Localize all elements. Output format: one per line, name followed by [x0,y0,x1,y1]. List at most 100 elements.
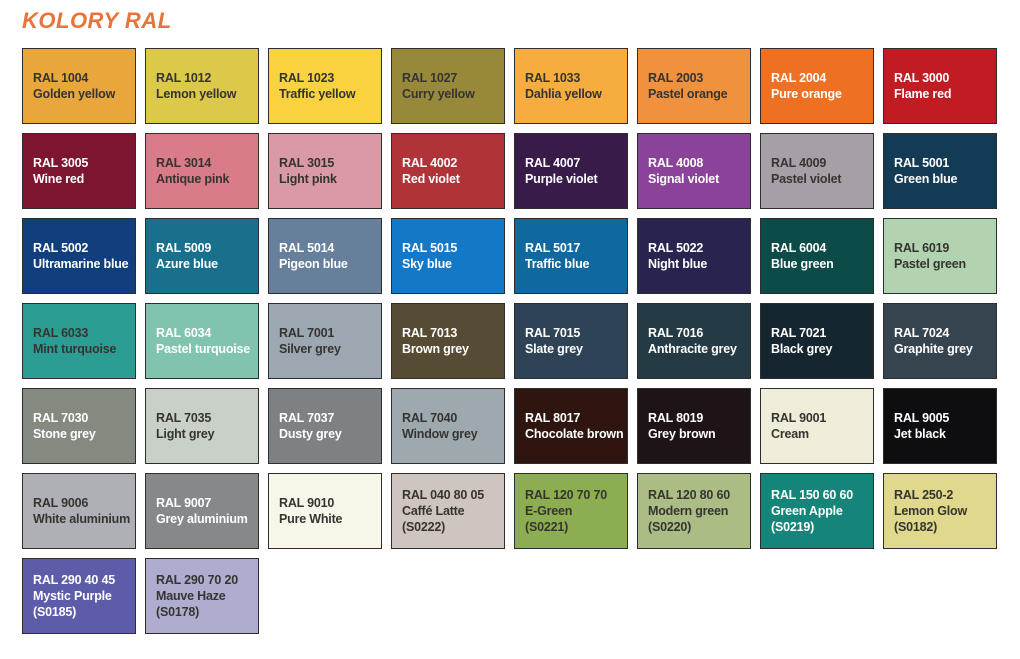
swatch-variant-code: (S0182) [894,520,938,534]
swatch-name: Anthracite grey [648,342,737,356]
swatch-text: RAL 120 80 60 Modern green (S0220) [648,487,730,535]
swatch-text: RAL 4008 Signal violet [648,155,719,187]
color-swatch: RAL 7035 Light grey [145,388,259,464]
swatch-code: RAL 3014 [156,156,212,170]
swatch-code: RAL 1027 [402,71,458,85]
swatch-variant-code: (S0221) [525,520,569,534]
swatch-text: RAL 150 60 60 Green Apple (S0219) [771,487,853,535]
swatch-name: Window grey [402,427,478,441]
swatch-text: RAL 3000 Flame red [894,70,951,102]
color-swatch: RAL 4008 Signal violet [637,133,751,209]
swatch-code: RAL 9006 [33,496,89,510]
swatch-text: RAL 6004 Blue green [771,240,834,272]
swatch-name: Dusty grey [279,427,342,441]
swatch-name: Mauve Haze [156,589,226,603]
swatch-text: RAL 7001 Silver grey [279,325,341,357]
swatch-name: Mystic Purple [33,589,112,603]
color-swatch: RAL 5017 Traffic blue [514,218,628,294]
swatch-text: RAL 5022 Night blue [648,240,707,272]
color-swatch: RAL 6033 Mint turquoise [22,303,136,379]
color-swatch: RAL 1023 Traffic yellow [268,48,382,124]
swatch-name: Pure White [279,512,343,526]
swatch-code: RAL 290 70 20 [156,573,238,587]
swatch-code: RAL 8017 [525,411,581,425]
page-title: KOLORY RAL [22,8,172,33]
swatch-text: RAL 8019 Grey brown [648,410,716,442]
swatch-code: RAL 1033 [525,71,581,85]
color-swatch: RAL 9007 Grey aluminium [145,473,259,549]
color-swatch: RAL 150 60 60 Green Apple (S0219) [760,473,874,549]
color-swatch: RAL 290 40 45 Mystic Purple (S0185) [22,558,136,634]
swatch-text: RAL 9010 Pure White [279,495,342,527]
swatch-code: RAL 250-2 [894,488,954,502]
color-swatch: RAL 1033 Dahlia yellow [514,48,628,124]
swatch-code: RAL 4002 [402,156,458,170]
swatch-code: RAL 5001 [894,156,950,170]
swatch-code: RAL 1012 [156,71,212,85]
color-swatch: RAL 4002 Red violet [391,133,505,209]
color-swatch: RAL 6034 Pastel turquoise [145,303,259,379]
swatch-code: RAL 1004 [33,71,89,85]
swatch-code: RAL 3000 [894,71,950,85]
color-swatch: RAL 1012 Lemon yellow [145,48,259,124]
swatch-code: RAL 4009 [771,156,827,170]
swatch-text: RAL 9006 White aluminium [33,495,130,527]
swatch-name: Pastel green [894,257,966,271]
swatch-code: RAL 5017 [525,241,581,255]
color-swatch: RAL 7040 Window grey [391,388,505,464]
swatch-code: RAL 5015 [402,241,458,255]
swatch-name: Chocolate brown [525,427,624,441]
color-swatch: RAL 9001 Cream [760,388,874,464]
swatch-code: RAL 2003 [648,71,704,85]
swatch-name: Stone grey [33,427,96,441]
color-swatch: RAL 5002 Ultramarine blue [22,218,136,294]
swatch-name: Green blue [894,172,958,186]
color-swatch: RAL 5015 Sky blue [391,218,505,294]
swatch-name: Antique pink [156,172,230,186]
swatch-text: RAL 6034 Pastel turquoise [156,325,250,357]
swatch-text: RAL 6019 Pastel green [894,240,966,272]
color-swatch: RAL 250-2 Lemon Glow (S0182) [883,473,997,549]
color-swatch: RAL 9010 Pure White [268,473,382,549]
swatch-name: Night blue [648,257,708,271]
swatch-name: Purple violet [525,172,598,186]
swatch-text: RAL 2003 Pastel orange [648,70,728,102]
color-swatch: RAL 040 80 05 Caffé Latte (S0222) [391,473,505,549]
color-swatch: RAL 2003 Pastel orange [637,48,751,124]
swatch-grid: RAL 1004 Golden yellow RAL 1012 Lemon ye… [22,48,998,634]
swatch-code: RAL 5014 [279,241,335,255]
swatch-code: RAL 2004 [771,71,827,85]
swatch-code: RAL 4007 [525,156,581,170]
swatch-name: Pastel turquoise [156,342,251,356]
swatch-text: RAL 9001 Cream [771,410,826,442]
swatch-name: Black grey [771,342,833,356]
color-swatch: RAL 5022 Night blue [637,218,751,294]
color-swatch: RAL 5001 Green blue [883,133,997,209]
swatch-text: RAL 5001 Green blue [894,155,957,187]
swatch-text: RAL 5015 Sky blue [402,240,457,272]
swatch-text: RAL 7013 Brown grey [402,325,469,357]
swatch-code: RAL 6004 [771,241,827,255]
swatch-code: RAL 7024 [894,326,950,340]
swatch-variant-code: (S0219) [771,520,815,534]
swatch-text: RAL 1023 Traffic yellow [279,70,356,102]
swatch-code: RAL 7001 [279,326,335,340]
color-swatch: RAL 8017 Chocolate brown [514,388,628,464]
swatch-name: Brown grey [402,342,469,356]
color-swatch: RAL 3014 Antique pink [145,133,259,209]
swatch-code: RAL 5022 [648,241,704,255]
color-swatch: RAL 6004 Blue green [760,218,874,294]
swatch-text: RAL 290 70 20 Mauve Haze (S0178) [156,572,238,620]
swatch-name: Traffic yellow [279,87,356,101]
swatch-code: RAL 120 80 60 [648,488,730,502]
color-swatch: RAL 7016 Anthracite grey [637,303,751,379]
swatch-code: RAL 1023 [279,71,335,85]
swatch-code: RAL 7037 [279,411,335,425]
swatch-text: RAL 7016 Anthracite grey [648,325,737,357]
swatch-name: Silver grey [279,342,341,356]
swatch-text: RAL 4009 Pastel violet [771,155,842,187]
swatch-code: RAL 290 40 45 [33,573,115,587]
swatch-text: RAL 5002 Ultramarine blue [33,240,129,272]
swatch-name: Light pink [279,172,337,186]
swatch-code: RAL 7013 [402,326,458,340]
